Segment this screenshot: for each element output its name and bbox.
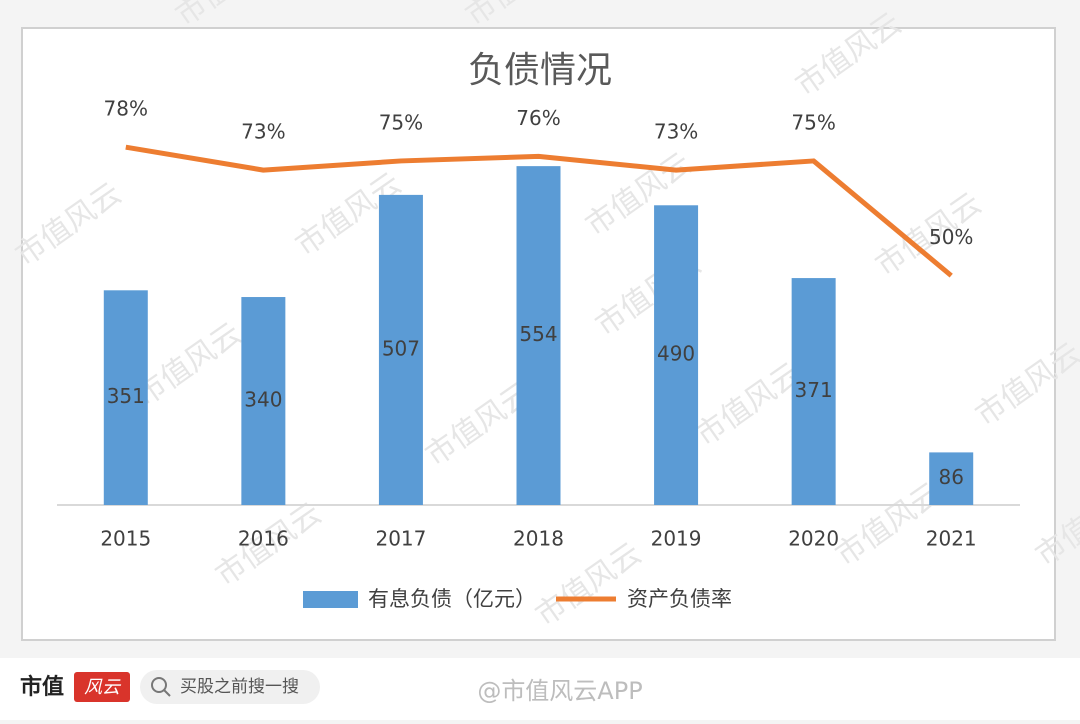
legend-swatch <box>303 591 358 608</box>
bar-value-label: 490 <box>657 342 695 366</box>
bar <box>516 166 561 506</box>
bar-value-label: 340 <box>244 388 282 412</box>
search-icon-handle <box>163 689 171 697</box>
bar <box>654 205 699 506</box>
chart-title: 负债情况 <box>468 50 612 91</box>
line-value-label: 73% <box>654 120 698 144</box>
line <box>125 144 953 278</box>
line-value-label: 75% <box>379 110 423 134</box>
x-tick-label: 2018 <box>513 527 564 551</box>
x-tick-label: 2019 <box>651 527 702 551</box>
line-value-label: 78% <box>104 97 148 121</box>
footer-logo: 风云 <box>84 677 122 698</box>
bar-value-label: 554 <box>519 322 557 346</box>
line-value-label: 50% <box>929 225 973 249</box>
x-tick-label: 2017 <box>375 527 426 551</box>
line-value-label: 76% <box>516 106 560 130</box>
legend-label: 资产负债率 <box>627 587 732 611</box>
bar <box>103 290 148 505</box>
bar-value-label: 351 <box>107 384 145 408</box>
search-box[interactable] <box>140 670 320 704</box>
line-value-label: 73% <box>241 120 285 144</box>
search-icon <box>151 677 167 693</box>
x-tick-label: 2021 <box>926 527 977 551</box>
footer-logo-box <box>74 672 130 702</box>
bar-value-label: 507 <box>382 336 420 360</box>
bar <box>791 278 836 505</box>
bar-value-label: 86 <box>938 465 963 489</box>
bar <box>241 297 286 505</box>
line-value-label: 75% <box>791 110 835 134</box>
footer-account: @市值风云APP <box>477 677 642 705</box>
bar <box>378 194 423 505</box>
footer-brand: 市值 <box>20 674 64 700</box>
bar <box>929 452 974 505</box>
search-text[interactable]: 买股之前搜一搜 <box>180 677 299 697</box>
bar-value-label: 371 <box>795 378 833 402</box>
x-tick-label: 2015 <box>100 527 151 551</box>
legend-label: 有息负债（亿元） <box>368 587 536 611</box>
x-tick-label: 2016 <box>238 527 289 551</box>
x-tick-label: 2020 <box>788 527 839 551</box>
